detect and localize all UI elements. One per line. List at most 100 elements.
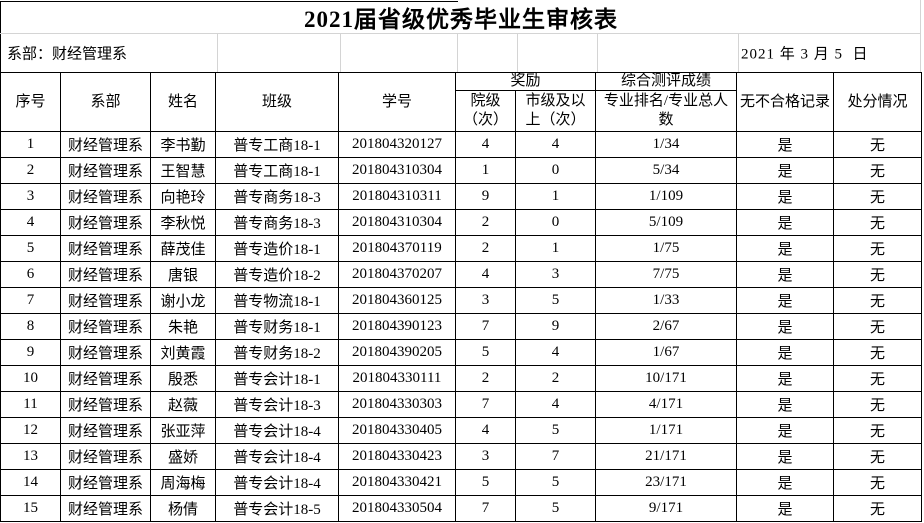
cell-xibu: 财经管理系	[60, 391, 151, 418]
gridline	[597, 34, 598, 72]
col-header-serial: 序号	[0, 72, 61, 132]
cell-yuanji_ci: 2	[455, 209, 516, 236]
cell-wu_buhege_jilu: 是	[736, 183, 835, 210]
cell-xingming: 向艳玲	[150, 183, 216, 210]
table-row: 6 财经管理系 唐银 普专造价18-2 201804370207 4 3 7/75 是无	[0, 261, 923, 288]
cell-xibu: 财经管理系	[60, 443, 151, 470]
cell-banji: 普专会计18-5	[215, 495, 339, 522]
cell-wu_buhege_jilu: 是	[736, 391, 835, 418]
cell-zhuanye_paiming: 23/171	[595, 469, 738, 496]
cell-xibu: 财经管理系	[60, 157, 151, 184]
cell-shiji_ci: 3	[514, 261, 597, 288]
col-header-city-level: 市级及以 上（次）	[514, 90, 597, 132]
cell-yuanji_ci: 4	[455, 417, 516, 444]
cell-yuanji_ci: 5	[455, 339, 516, 366]
cell-xuehao: 201804310311	[338, 183, 456, 210]
page-title: 2021届省级优秀毕业生审核表	[304, 7, 618, 32]
cell-yuanji_ci: 7	[455, 313, 516, 340]
table-row: 7 财经管理系 谢小龙 普专物流18-1 201804360125 3 5 1/33 是无	[0, 287, 923, 314]
table-row: 4 财经管理系 李秋悦 普专商务18-3 201804310304 2 0 5/109 是无	[0, 209, 923, 236]
cell-shiji_ci: 4	[514, 391, 597, 418]
date-label: 2021 年 3 月 5 日	[741, 46, 869, 62]
cell-xibu: 财经管理系	[60, 209, 151, 236]
cell-chufen_qingkuang: 无	[833, 183, 923, 210]
cell-zhuanye_paiming: 1/34	[595, 131, 738, 158]
cell-shiji_ci: 0	[514, 209, 597, 236]
cell-xibu: 财经管理系	[60, 365, 151, 392]
col-header-department: 系部	[60, 72, 151, 132]
cell-xibu: 财经管理系	[60, 313, 151, 340]
cell-yuanji_ci: 4	[455, 261, 516, 288]
cell-wu_buhege_jilu: 是	[736, 235, 835, 262]
cell-xuehao: 201804330423	[338, 443, 456, 470]
gridline	[340, 34, 341, 72]
cell-wu_buhege_jilu: 是	[736, 443, 835, 470]
cell-xingming: 周海梅	[150, 469, 216, 496]
cell-xibu: 财经管理系	[60, 495, 151, 522]
cell-shiji_ci: 5	[514, 287, 597, 314]
cell-banji: 普专工商18-1	[215, 131, 339, 158]
cell-xuhao: 3	[0, 183, 61, 210]
gridline	[517, 34, 518, 72]
table-row: 12 财经管理系 张亚萍 普专会计18-4 201804330405 4 5 1/171 是无	[0, 417, 923, 444]
cell-banji: 普专造价18-2	[215, 261, 339, 288]
cell-banji: 普专物流18-1	[215, 287, 339, 314]
cell-yuanji_ci: 2	[455, 365, 516, 392]
cell-shiji_ci: 5	[514, 417, 597, 444]
cell-xibu: 财经管理系	[60, 235, 151, 262]
cell-yuanji_ci: 3	[455, 443, 516, 470]
cell-xuehao: 201804330421	[338, 469, 456, 496]
cell-chufen_qingkuang: 无	[833, 365, 923, 392]
cell-banji: 普专会计18-4	[215, 469, 339, 496]
table-row: 11 财经管理系 赵薇 普专会计18-3 201804330303 7 4 4/171 是无	[0, 391, 923, 418]
cell-yuanji_ci: 3	[455, 287, 516, 314]
cell-zhuanye_paiming: 5/109	[595, 209, 738, 236]
table-row: 2 财经管理系 王智慧 普专工商18-1 201804310304 1 0 5/34 是无	[0, 157, 923, 184]
cell-zhuanye_paiming: 1/67	[595, 339, 738, 366]
table-row: 8 财经管理系 朱艳 普专财务18-1 201804390123 7 9 2/67 是无	[0, 313, 923, 340]
table-row: 1 财经管理系 李书勤 普专工商18-1 201804320127 4 4 1/34 是无	[0, 131, 923, 158]
cell-xuehao: 201804360125	[338, 287, 456, 314]
cell-yuanji_ci: 7	[455, 495, 516, 522]
cell-yuanji_ci: 1	[455, 157, 516, 184]
info-bar: 系部：财经管理系 2021 年 3 月 5 日	[0, 33, 924, 72]
cell-zhuanye_paiming: 9/171	[595, 495, 738, 522]
cell-wu_buhege_jilu: 是	[736, 157, 835, 184]
cell-banji: 普专财务18-2	[215, 339, 339, 366]
cell-wu_buhege_jilu: 是	[736, 209, 835, 236]
cell-xuehao: 201804370119	[338, 235, 456, 262]
cell-xuehao: 201804310304	[338, 157, 456, 184]
cell-xuehao: 201804330504	[338, 495, 456, 522]
cell-zhuanye_paiming: 2/67	[595, 313, 738, 340]
cell-chufen_qingkuang: 无	[833, 495, 923, 522]
cell-xuhao: 6	[0, 261, 61, 288]
cell-zhuanye_paiming: 1/171	[595, 417, 738, 444]
cell-chufen_qingkuang: 无	[833, 443, 923, 470]
cell-yuanji_ci: 5	[455, 469, 516, 496]
cell-yuanji_ci: 4	[455, 131, 516, 158]
cell-chufen_qingkuang: 无	[833, 235, 923, 262]
cell-zhuanye_paiming: 21/171	[595, 443, 738, 470]
cell-chufen_qingkuang: 无	[833, 157, 923, 184]
cell-shiji_ci: 1	[514, 183, 597, 210]
cell-shiji_ci: 4	[514, 339, 597, 366]
cell-xuhao: 7	[0, 287, 61, 314]
cell-chufen_qingkuang: 无	[833, 209, 923, 236]
title-top-border	[0, 1, 458, 2]
department-label: 系部：财经管理系	[7, 46, 128, 62]
col-header-student-id: 学号	[338, 72, 456, 132]
table-row: 3 财经管理系 向艳玲 普专商务18-3 201804310311 9 1 1/109 是无	[0, 183, 923, 210]
cell-shiji_ci: 1	[514, 235, 597, 262]
cell-wu_buhege_jilu: 是	[736, 365, 835, 392]
table-row: 13 财经管理系 盛娇 普专会计18-4 201804330423 3 7 21/171 是无	[0, 443, 923, 470]
cell-xingming: 唐银	[150, 261, 216, 288]
cell-banji: 普专工商18-1	[215, 157, 339, 184]
cell-xingming: 李书勤	[150, 131, 216, 158]
gridline	[217, 34, 218, 72]
cell-banji: 普专会计18-4	[215, 417, 339, 444]
cell-xuhao: 4	[0, 209, 61, 236]
col-header-no-fail-record: 无不合格记录	[736, 72, 835, 132]
cell-zhuanye_paiming: 1/33	[595, 287, 738, 314]
cell-xibu: 财经管理系	[60, 287, 151, 314]
cell-chufen_qingkuang: 无	[833, 417, 923, 444]
